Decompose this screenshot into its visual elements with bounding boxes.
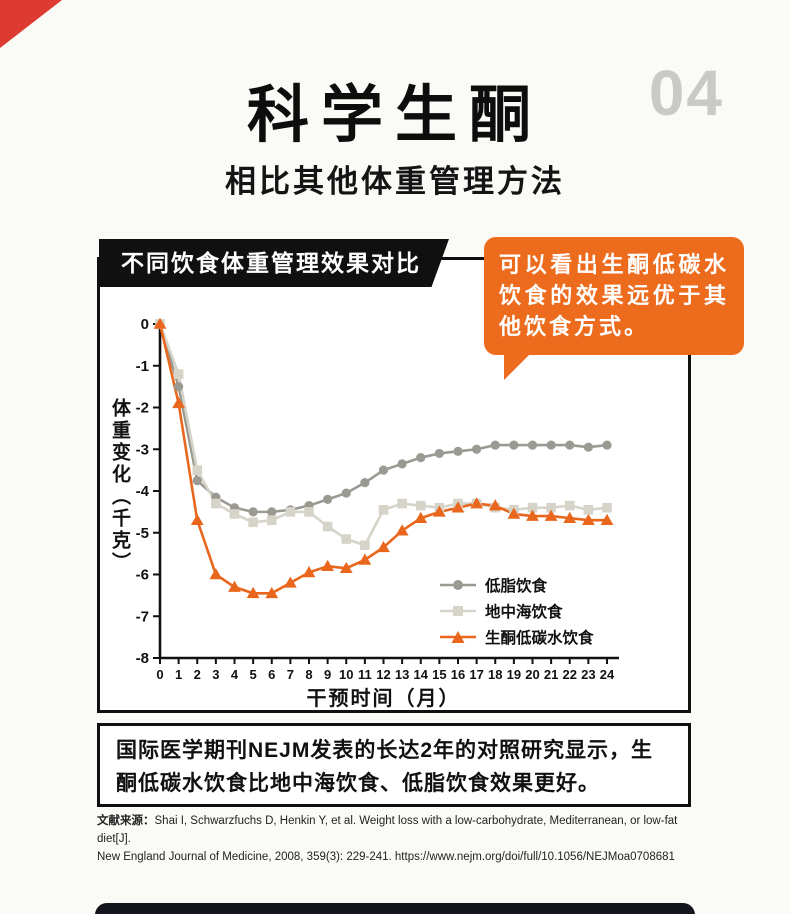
svg-text:6: 6 — [268, 667, 275, 682]
svg-text:-3: -3 — [136, 441, 149, 458]
svg-text:24: 24 — [600, 667, 615, 682]
chart-legend: 低脂饮食地中海饮食生酮低碳水饮食 — [438, 574, 594, 648]
callout-bubble: 可以看出生酮低碳水饮食的效果远优于其他饮食方式。 — [484, 237, 744, 380]
callout-text: 可以看出生酮低碳水饮食的效果远优于其他饮食方式。 — [484, 237, 744, 355]
next-section-bar — [95, 903, 695, 914]
svg-text:-6: -6 — [136, 567, 149, 584]
page-subtitle: 相比其他体重管理方法 — [225, 164, 565, 199]
section-number: 04 — [648, 57, 724, 129]
svg-text:-1: -1 — [136, 358, 149, 375]
citation-text-1: Shai I, Schwarzfuchs D, Henkin Y, et al.… — [97, 815, 678, 845]
svg-text:4: 4 — [231, 667, 239, 682]
legend-square-marker-icon — [440, 606, 476, 616]
y-axis-title: 体重变化（千克） — [109, 398, 130, 574]
summary-panel: 国际医学期刊NEJM发表的长达2年的对照研究显示，生酮低碳水饮食比地中海饮食、低… — [97, 723, 691, 807]
svg-text:8: 8 — [305, 667, 312, 682]
citation-label: 文献来源： — [97, 815, 155, 827]
citation-line-1: 文献来源：Shai I, Schwarzfuchs D, Henkin Y, e… — [97, 813, 709, 849]
x-axis-title: 干预时间（月） — [306, 688, 461, 710]
legend-item: 地中海饮食 — [438, 600, 594, 622]
svg-text:2: 2 — [194, 667, 201, 682]
svg-text:10: 10 — [339, 667, 353, 682]
summary-text: 国际医学期刊NEJM发表的长达2年的对照研究显示，生酮低碳水饮食比地中海饮食、低… — [116, 739, 654, 795]
svg-text:7: 7 — [287, 667, 294, 682]
legend-label: 低脂饮食 — [485, 578, 548, 595]
chart-title-banner: 不同饮食体重管理效果对比 — [99, 239, 449, 287]
legend-label: 生酮低碳水饮食 — [485, 630, 594, 647]
svg-text:-5: -5 — [136, 525, 149, 542]
svg-text:0: 0 — [156, 667, 163, 682]
svg-text:-2: -2 — [136, 400, 149, 417]
svg-text:16: 16 — [451, 667, 465, 682]
svg-text:20: 20 — [525, 667, 539, 682]
svg-text:5: 5 — [250, 667, 257, 682]
svg-text:13: 13 — [395, 667, 409, 682]
svg-text:0: 0 — [141, 316, 149, 333]
svg-text:1: 1 — [175, 667, 182, 682]
svg-text:19: 19 — [507, 667, 521, 682]
svg-text:12: 12 — [376, 667, 390, 682]
svg-text:11: 11 — [358, 667, 372, 682]
legend-label: 地中海饮食 — [485, 604, 563, 621]
citation-line-2: New England Journal of Medicine, 2008, 3… — [97, 850, 675, 863]
legend-circle-marker-icon — [440, 580, 476, 590]
svg-text:18: 18 — [488, 667, 502, 682]
callout-tail-icon — [504, 349, 534, 380]
svg-text:-4: -4 — [136, 483, 150, 500]
legend-item: 生酮低碳水饮食 — [438, 626, 594, 648]
legend-item: 低脂饮食 — [438, 574, 594, 596]
svg-text:22: 22 — [563, 667, 577, 682]
svg-text:17: 17 — [469, 667, 483, 682]
svg-text:21: 21 — [544, 667, 558, 682]
svg-text:15: 15 — [432, 667, 446, 682]
svg-text:-8: -8 — [136, 650, 149, 667]
legend-triangle-marker-icon — [440, 631, 476, 643]
svg-text:-7: -7 — [136, 608, 149, 625]
svg-text:3: 3 — [212, 667, 219, 682]
corner-ribbon-icon — [0, 0, 62, 48]
svg-text:14: 14 — [414, 667, 429, 682]
weight-change-chart: 0-1-2-3-4-5-6-7-80 1 2 3 4 5 6 7 8 9 10 11 12 13 14 15 1… — [136, 316, 619, 682]
svg-text:9: 9 — [324, 667, 331, 682]
page-title: 科学生酮 — [246, 81, 543, 150]
svg-text:23: 23 — [581, 667, 595, 682]
citation: 文献来源：Shai I, Schwarzfuchs D, Henkin Y, e… — [97, 813, 709, 866]
